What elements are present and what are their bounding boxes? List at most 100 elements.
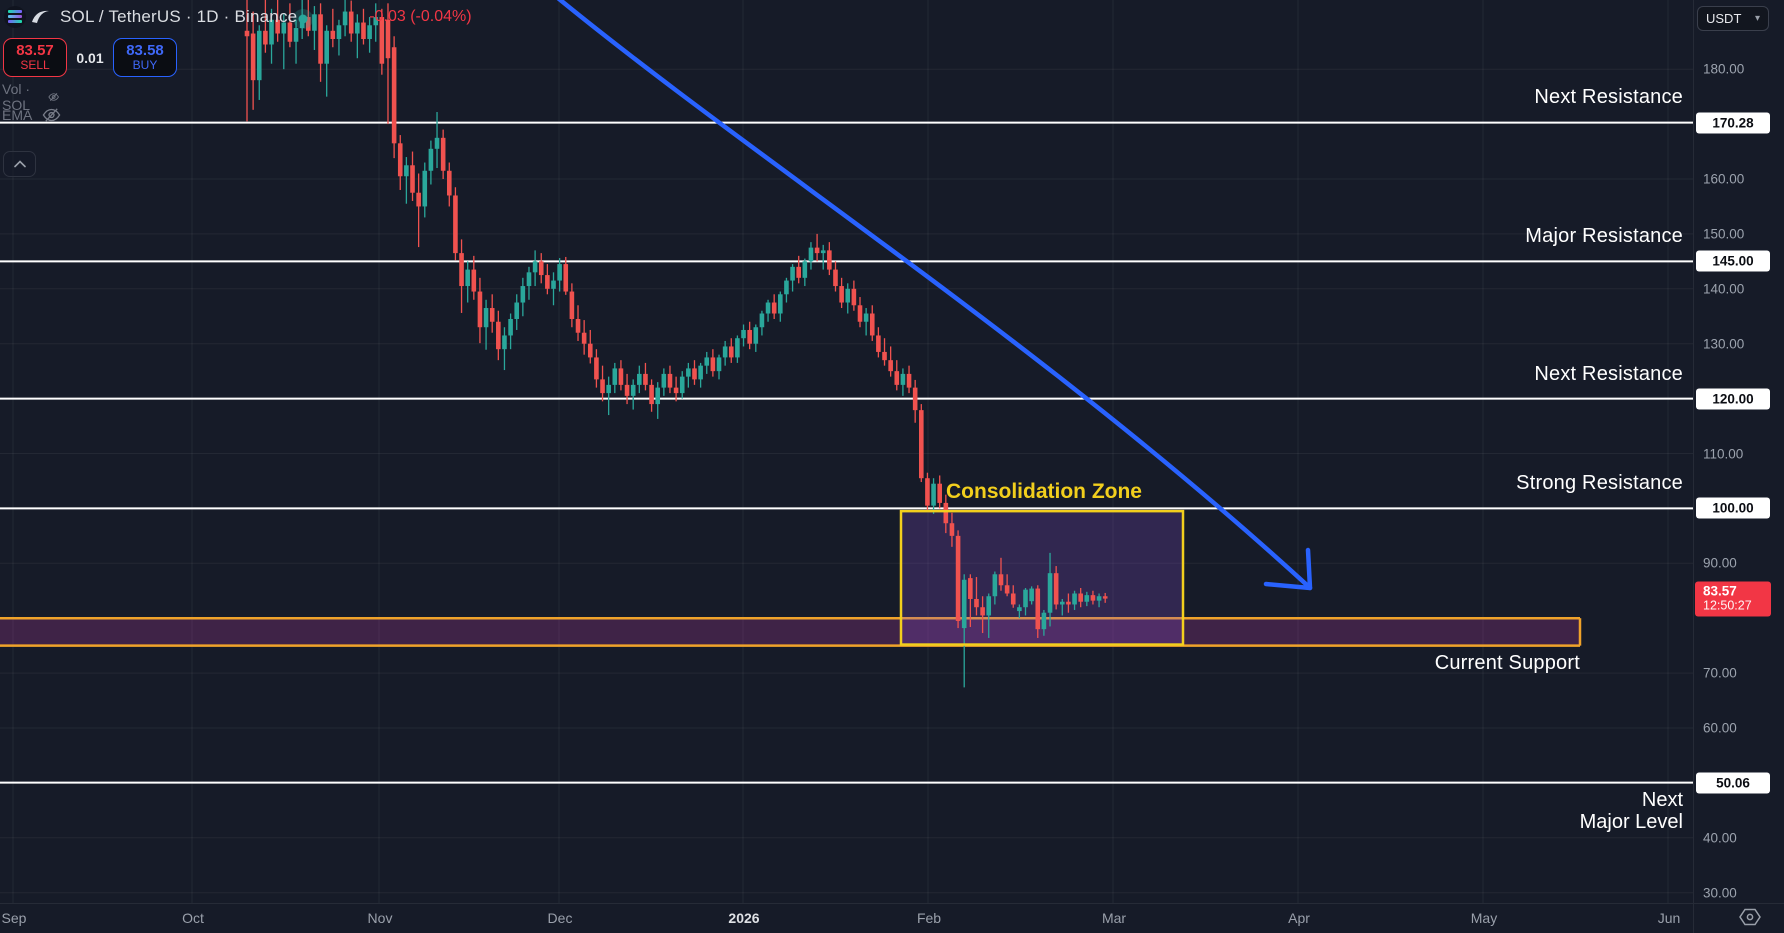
candle (342, 11, 348, 26)
eye-off-icon[interactable] (42, 107, 61, 123)
candle (575, 318, 581, 333)
candle (557, 264, 562, 281)
candle (728, 346, 734, 358)
candle (673, 387, 679, 394)
candle (483, 308, 489, 328)
candle (876, 335, 881, 352)
candle (710, 357, 716, 372)
time-axis-label[interactable]: Dec (547, 910, 573, 926)
candle (630, 384, 636, 396)
candle (1059, 601, 1065, 605)
candle (894, 371, 900, 385)
buy-button[interactable]: 83.58 BUY (113, 38, 177, 77)
sell-label: SELL (20, 58, 50, 73)
candle (1023, 589, 1028, 608)
consolidation-zone-border (899, 509, 1185, 646)
price-level-label: 145.00 (1696, 250, 1770, 272)
time-axis-label[interactable]: Jun (1657, 910, 1681, 926)
time-axis-label[interactable]: Oct (182, 910, 204, 926)
candle (845, 288, 851, 303)
candle (1090, 595, 1096, 601)
currency-dropdown[interactable]: USDT ▾ (1697, 6, 1769, 31)
candle (735, 338, 740, 358)
candle (545, 275, 550, 289)
time-axis-label[interactable]: Feb (916, 910, 942, 926)
price-tick: 40.00 (1703, 830, 1737, 846)
candle (1017, 607, 1022, 612)
candle (508, 318, 513, 336)
price-level-label: 100.00 (1696, 497, 1770, 519)
candle (397, 143, 403, 177)
time-axis[interactable]: Sep Oct Nov Dec 2026 Feb Mar Apr May Jun (0, 903, 1784, 933)
candle (551, 280, 556, 289)
candle (661, 373, 667, 388)
projection-arrow (556, 0, 1311, 589)
price-tick: 130.00 (1703, 336, 1745, 352)
candle (778, 294, 783, 314)
time-axis-label[interactable]: Nov (367, 910, 393, 926)
label-consolidation-zone: Consolidation Zone (946, 480, 1142, 503)
candle (612, 368, 618, 385)
candle (618, 368, 624, 385)
candle (1053, 573, 1059, 605)
candle (919, 410, 924, 479)
candle (637, 373, 642, 385)
price-axis[interactable]: 180.00 170.28 160.00 150.00 145.00 140.00 130.… (1693, 0, 1784, 903)
candle (1029, 588, 1034, 602)
candle (741, 329, 746, 339)
candle (784, 280, 789, 295)
price-tick: 160.00 (1703, 171, 1745, 187)
sol-logo-icon (4, 6, 26, 28)
candle (275, 19, 280, 34)
candle (686, 368, 691, 377)
symbol-title[interactable]: SOL / TetherUS · 1D · Binance (60, 7, 298, 26)
eye-off-icon[interactable] (48, 89, 59, 105)
candle (496, 321, 501, 350)
candle (649, 384, 654, 405)
candle (1084, 595, 1090, 602)
time-axis-label[interactable]: 2026 (728, 910, 760, 926)
candle (1004, 585, 1010, 594)
candle (489, 308, 495, 322)
candle (600, 379, 605, 394)
label-next-resistance-2: Next Resistance (1534, 363, 1683, 385)
candle (410, 165, 415, 193)
candle (906, 373, 912, 388)
candle (1041, 612, 1047, 630)
collapse-panel-button[interactable] (3, 151, 36, 177)
candle (440, 137, 446, 171)
candle (532, 261, 538, 273)
candle (459, 253, 464, 287)
candle (974, 598, 979, 608)
price-tick: 180.00 (1703, 61, 1745, 77)
candle (465, 269, 470, 287)
price-scale-settings-icon[interactable] (1737, 905, 1763, 929)
candle (882, 351, 887, 361)
candle (293, 28, 299, 42)
candle (747, 329, 752, 344)
candle (324, 30, 329, 64)
candle (790, 266, 795, 281)
time-axis-label[interactable]: Sep (1, 910, 27, 926)
price-tick: 60.00 (1703, 720, 1737, 736)
candle (925, 478, 930, 506)
candle (753, 327, 759, 344)
candle (416, 192, 421, 207)
candle (391, 47, 397, 144)
time-axis-label[interactable]: Mar (1101, 910, 1127, 926)
candle (643, 373, 648, 385)
logo-swoosh-icon (32, 10, 49, 23)
support-band (0, 618, 1580, 646)
price-tick: 30.00 (1703, 885, 1737, 901)
candle (937, 483, 942, 503)
candle (992, 574, 998, 597)
candle (857, 305, 863, 322)
time-axis-label[interactable]: Apr (1288, 910, 1310, 926)
candle (385, 19, 391, 59)
sell-button[interactable]: 83.57 SELL (3, 38, 67, 77)
candle (244, 30, 250, 37)
price-level-label: 50.06 (1696, 772, 1770, 794)
candle (263, 30, 268, 45)
time-axis-label[interactable]: May (1470, 910, 1498, 926)
